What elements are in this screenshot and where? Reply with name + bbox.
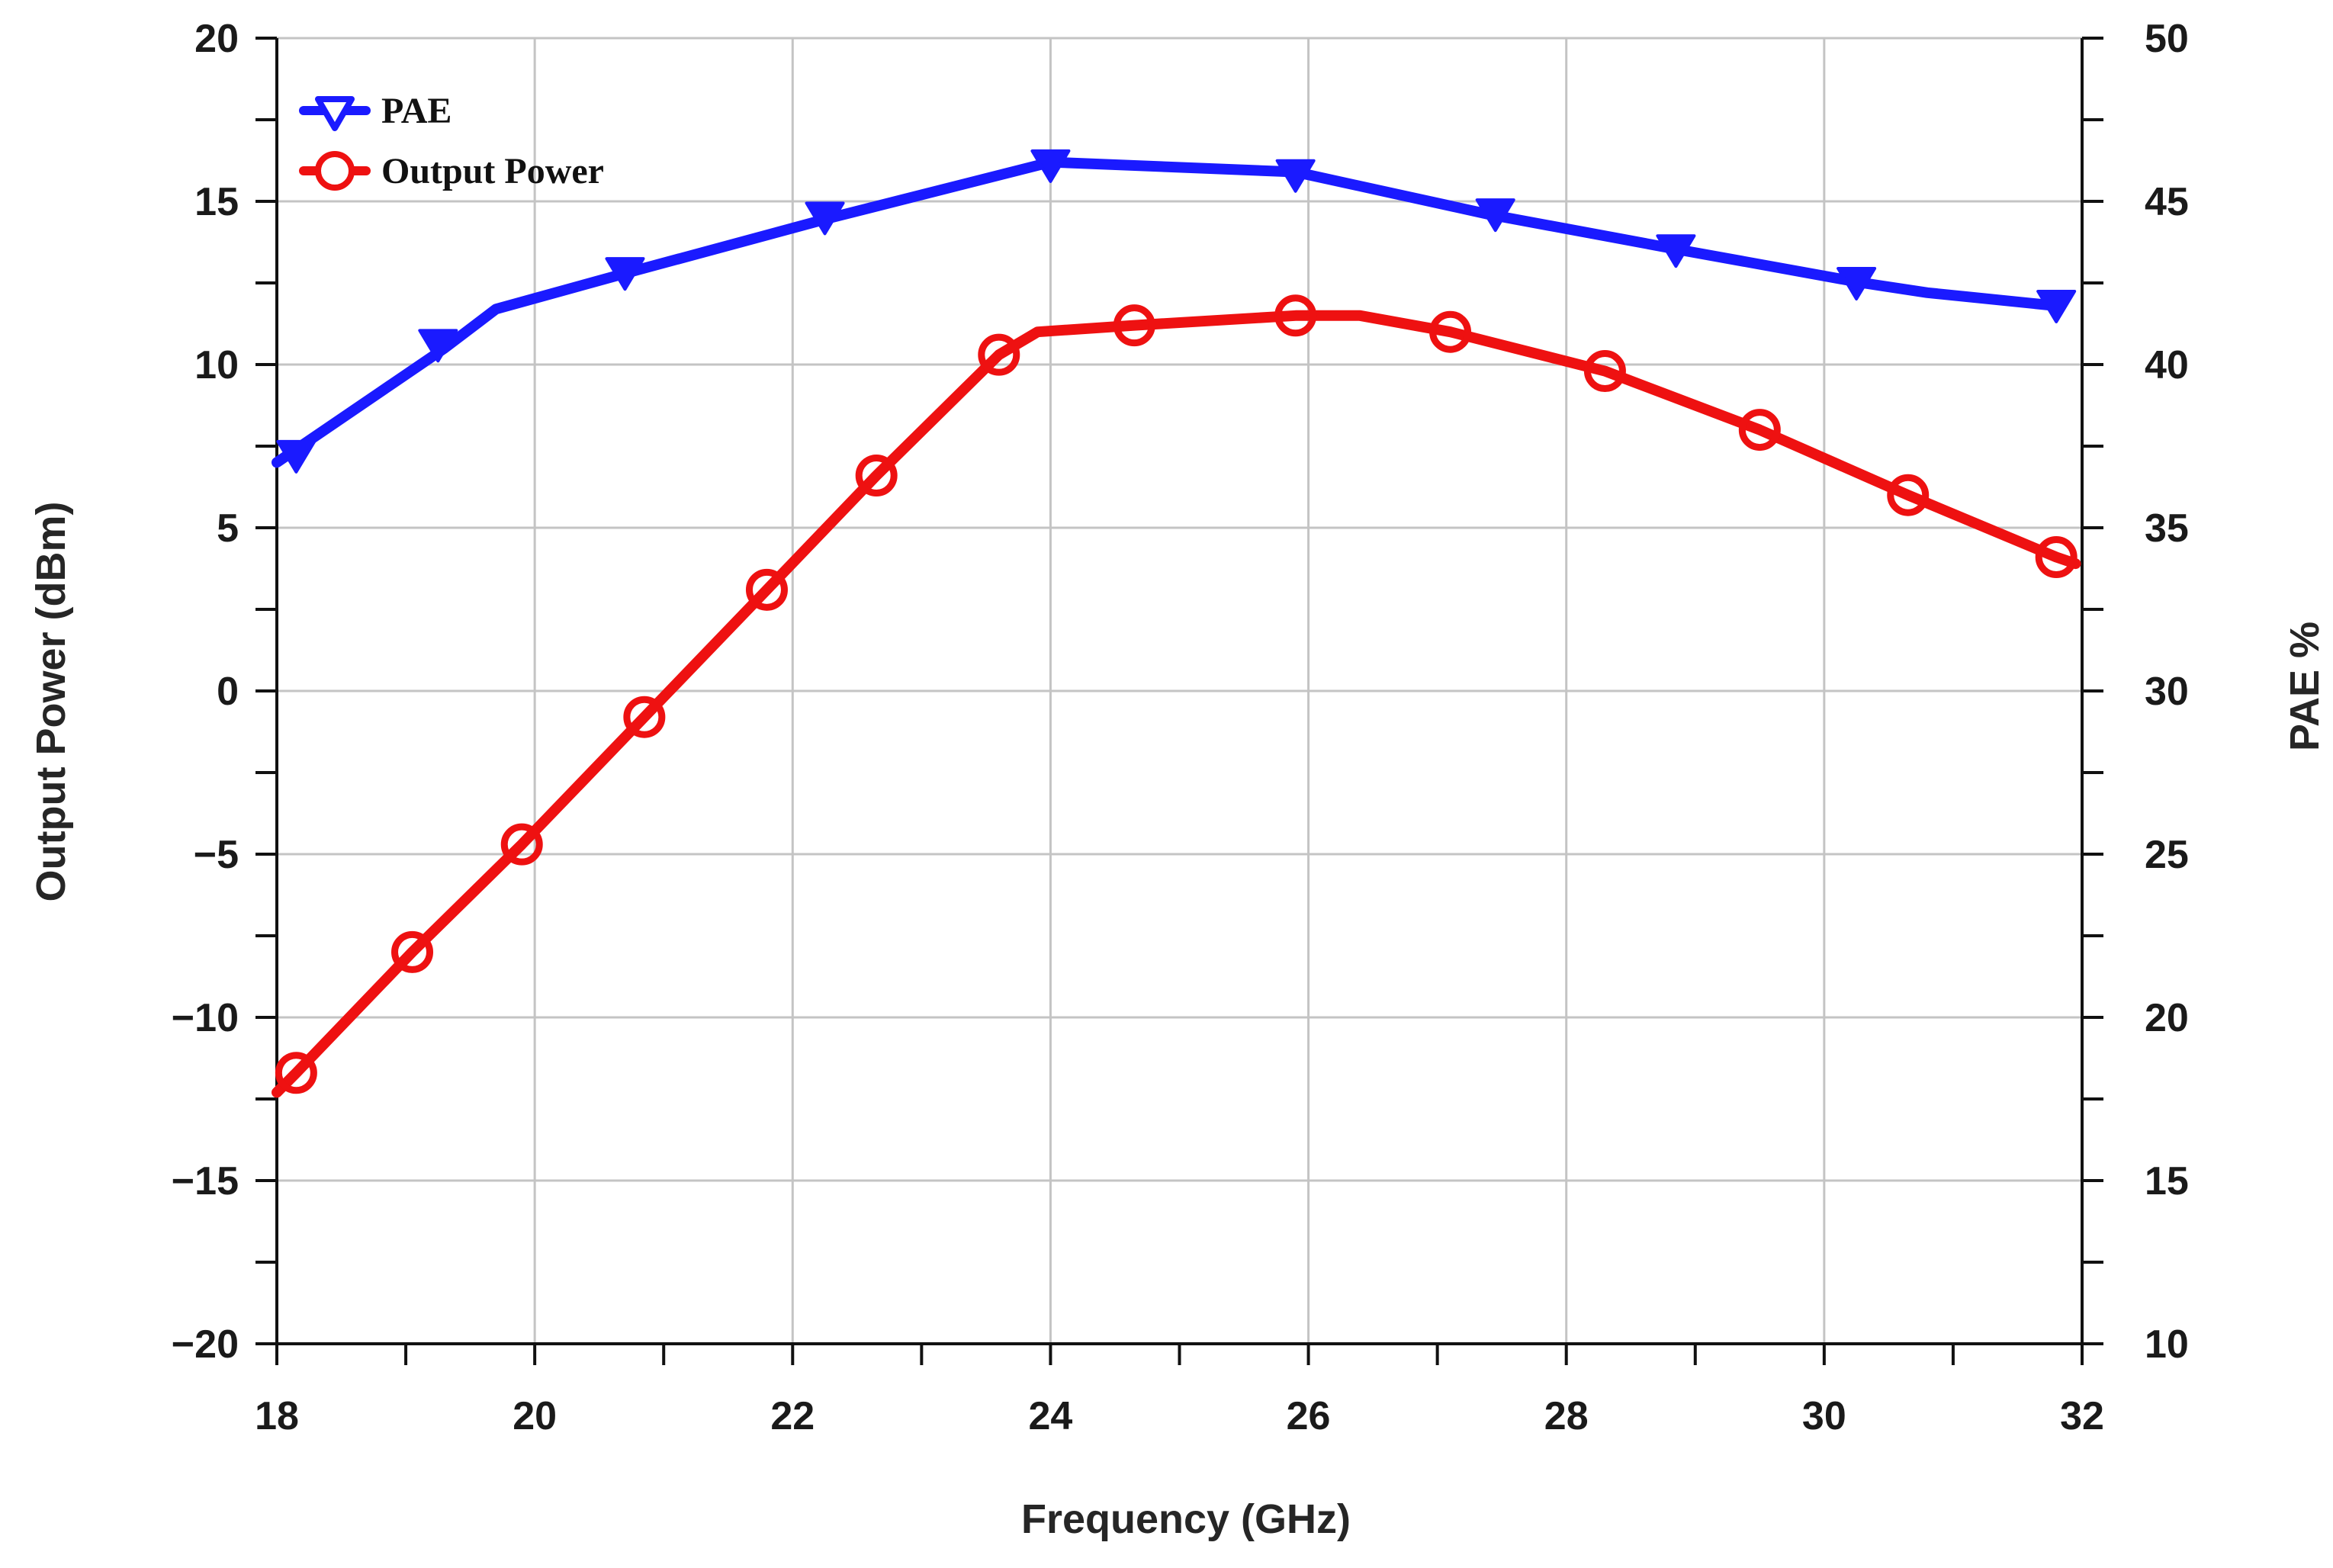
data-point-output-power bbox=[1429, 310, 1472, 353]
y2-tick-label: 50 bbox=[2145, 17, 2189, 61]
y-tick-label: 20 bbox=[194, 17, 239, 61]
data-point-output-power bbox=[500, 823, 543, 866]
data-point-pae bbox=[605, 257, 645, 291]
data-point-pae bbox=[1475, 198, 1515, 233]
data-point-output-power bbox=[1274, 294, 1317, 337]
data-point-pae bbox=[418, 329, 458, 363]
x-tick-label: 18 bbox=[255, 1394, 299, 1438]
y-axis-title: Output Power (dBm) bbox=[28, 502, 74, 902]
data-point-output-power bbox=[391, 930, 434, 973]
y2-tick-label: 40 bbox=[2145, 343, 2189, 387]
x-tick-label: 24 bbox=[1029, 1394, 1073, 1438]
y-tick-label: 15 bbox=[194, 180, 239, 224]
data-point-pae bbox=[1030, 149, 1071, 183]
data-point-output-power bbox=[2035, 536, 2078, 579]
data-point-output-power bbox=[978, 333, 1020, 376]
x-axis-title: Frequency (GHz) bbox=[1021, 1496, 1351, 1542]
data-point-pae bbox=[2036, 289, 2077, 323]
y2-tick-label: 25 bbox=[2145, 833, 2189, 877]
y2-tick-label: 30 bbox=[2145, 670, 2189, 714]
series-layer bbox=[272, 149, 2081, 1098]
legend-label-pae: PAE bbox=[381, 91, 451, 131]
y-tick-label: −15 bbox=[172, 1159, 239, 1203]
y2-tick-label: 35 bbox=[2145, 506, 2189, 551]
legend-item-output-power: Output Power bbox=[299, 151, 604, 191]
data-point-output-power bbox=[745, 568, 788, 611]
y-tick-label: 5 bbox=[217, 506, 239, 551]
x-tick-label: 26 bbox=[1287, 1394, 1331, 1438]
x-tick-label: 30 bbox=[1802, 1394, 1846, 1438]
data-point-pae bbox=[276, 439, 317, 474]
y-tick-label: −10 bbox=[172, 996, 239, 1040]
y2-axis-title: PAE % bbox=[2282, 622, 2328, 751]
series-pae bbox=[272, 149, 2077, 474]
data-point-output-power bbox=[275, 1052, 317, 1094]
y2-tick-label: 15 bbox=[2145, 1159, 2189, 1203]
legend-item-pae: PAE bbox=[299, 91, 451, 131]
x-tick-label: 22 bbox=[770, 1394, 815, 1438]
y-tick-label: 10 bbox=[194, 343, 239, 387]
y-tick-label: −20 bbox=[172, 1322, 239, 1367]
series-line-output-power bbox=[272, 310, 2081, 1098]
legend: PAE Output Power bbox=[299, 91, 604, 191]
data-point-output-power bbox=[623, 696, 666, 738]
data-point-pae bbox=[1837, 267, 1877, 300]
x-tick-label: 28 bbox=[1544, 1394, 1589, 1438]
data-point-output-power bbox=[1887, 474, 1930, 516]
data-point-pae bbox=[1656, 234, 1696, 268]
x-tick-label: 20 bbox=[513, 1394, 557, 1438]
data-point-output-power bbox=[1113, 304, 1155, 347]
series-line-pae bbox=[272, 156, 2062, 468]
y-tick-label: 0 bbox=[217, 670, 239, 714]
circle-icon bbox=[315, 151, 355, 191]
y2-tick-label: 45 bbox=[2145, 180, 2189, 224]
triangle-down-icon bbox=[315, 96, 355, 131]
data-point-output-power bbox=[1583, 350, 1626, 393]
data-point-output-power bbox=[855, 455, 898, 497]
series-output-power bbox=[272, 294, 2081, 1098]
y2-tick-label: 10 bbox=[2145, 1322, 2189, 1367]
y-tick-label: −5 bbox=[194, 833, 239, 877]
data-point-output-power bbox=[1738, 409, 1781, 451]
x-tick-label: 32 bbox=[2060, 1394, 2104, 1438]
legend-label-output-power: Output Power bbox=[381, 151, 604, 191]
data-point-pae bbox=[1275, 159, 1316, 193]
data-point-pae bbox=[805, 201, 845, 236]
y2-tick-label: 20 bbox=[2145, 996, 2189, 1040]
